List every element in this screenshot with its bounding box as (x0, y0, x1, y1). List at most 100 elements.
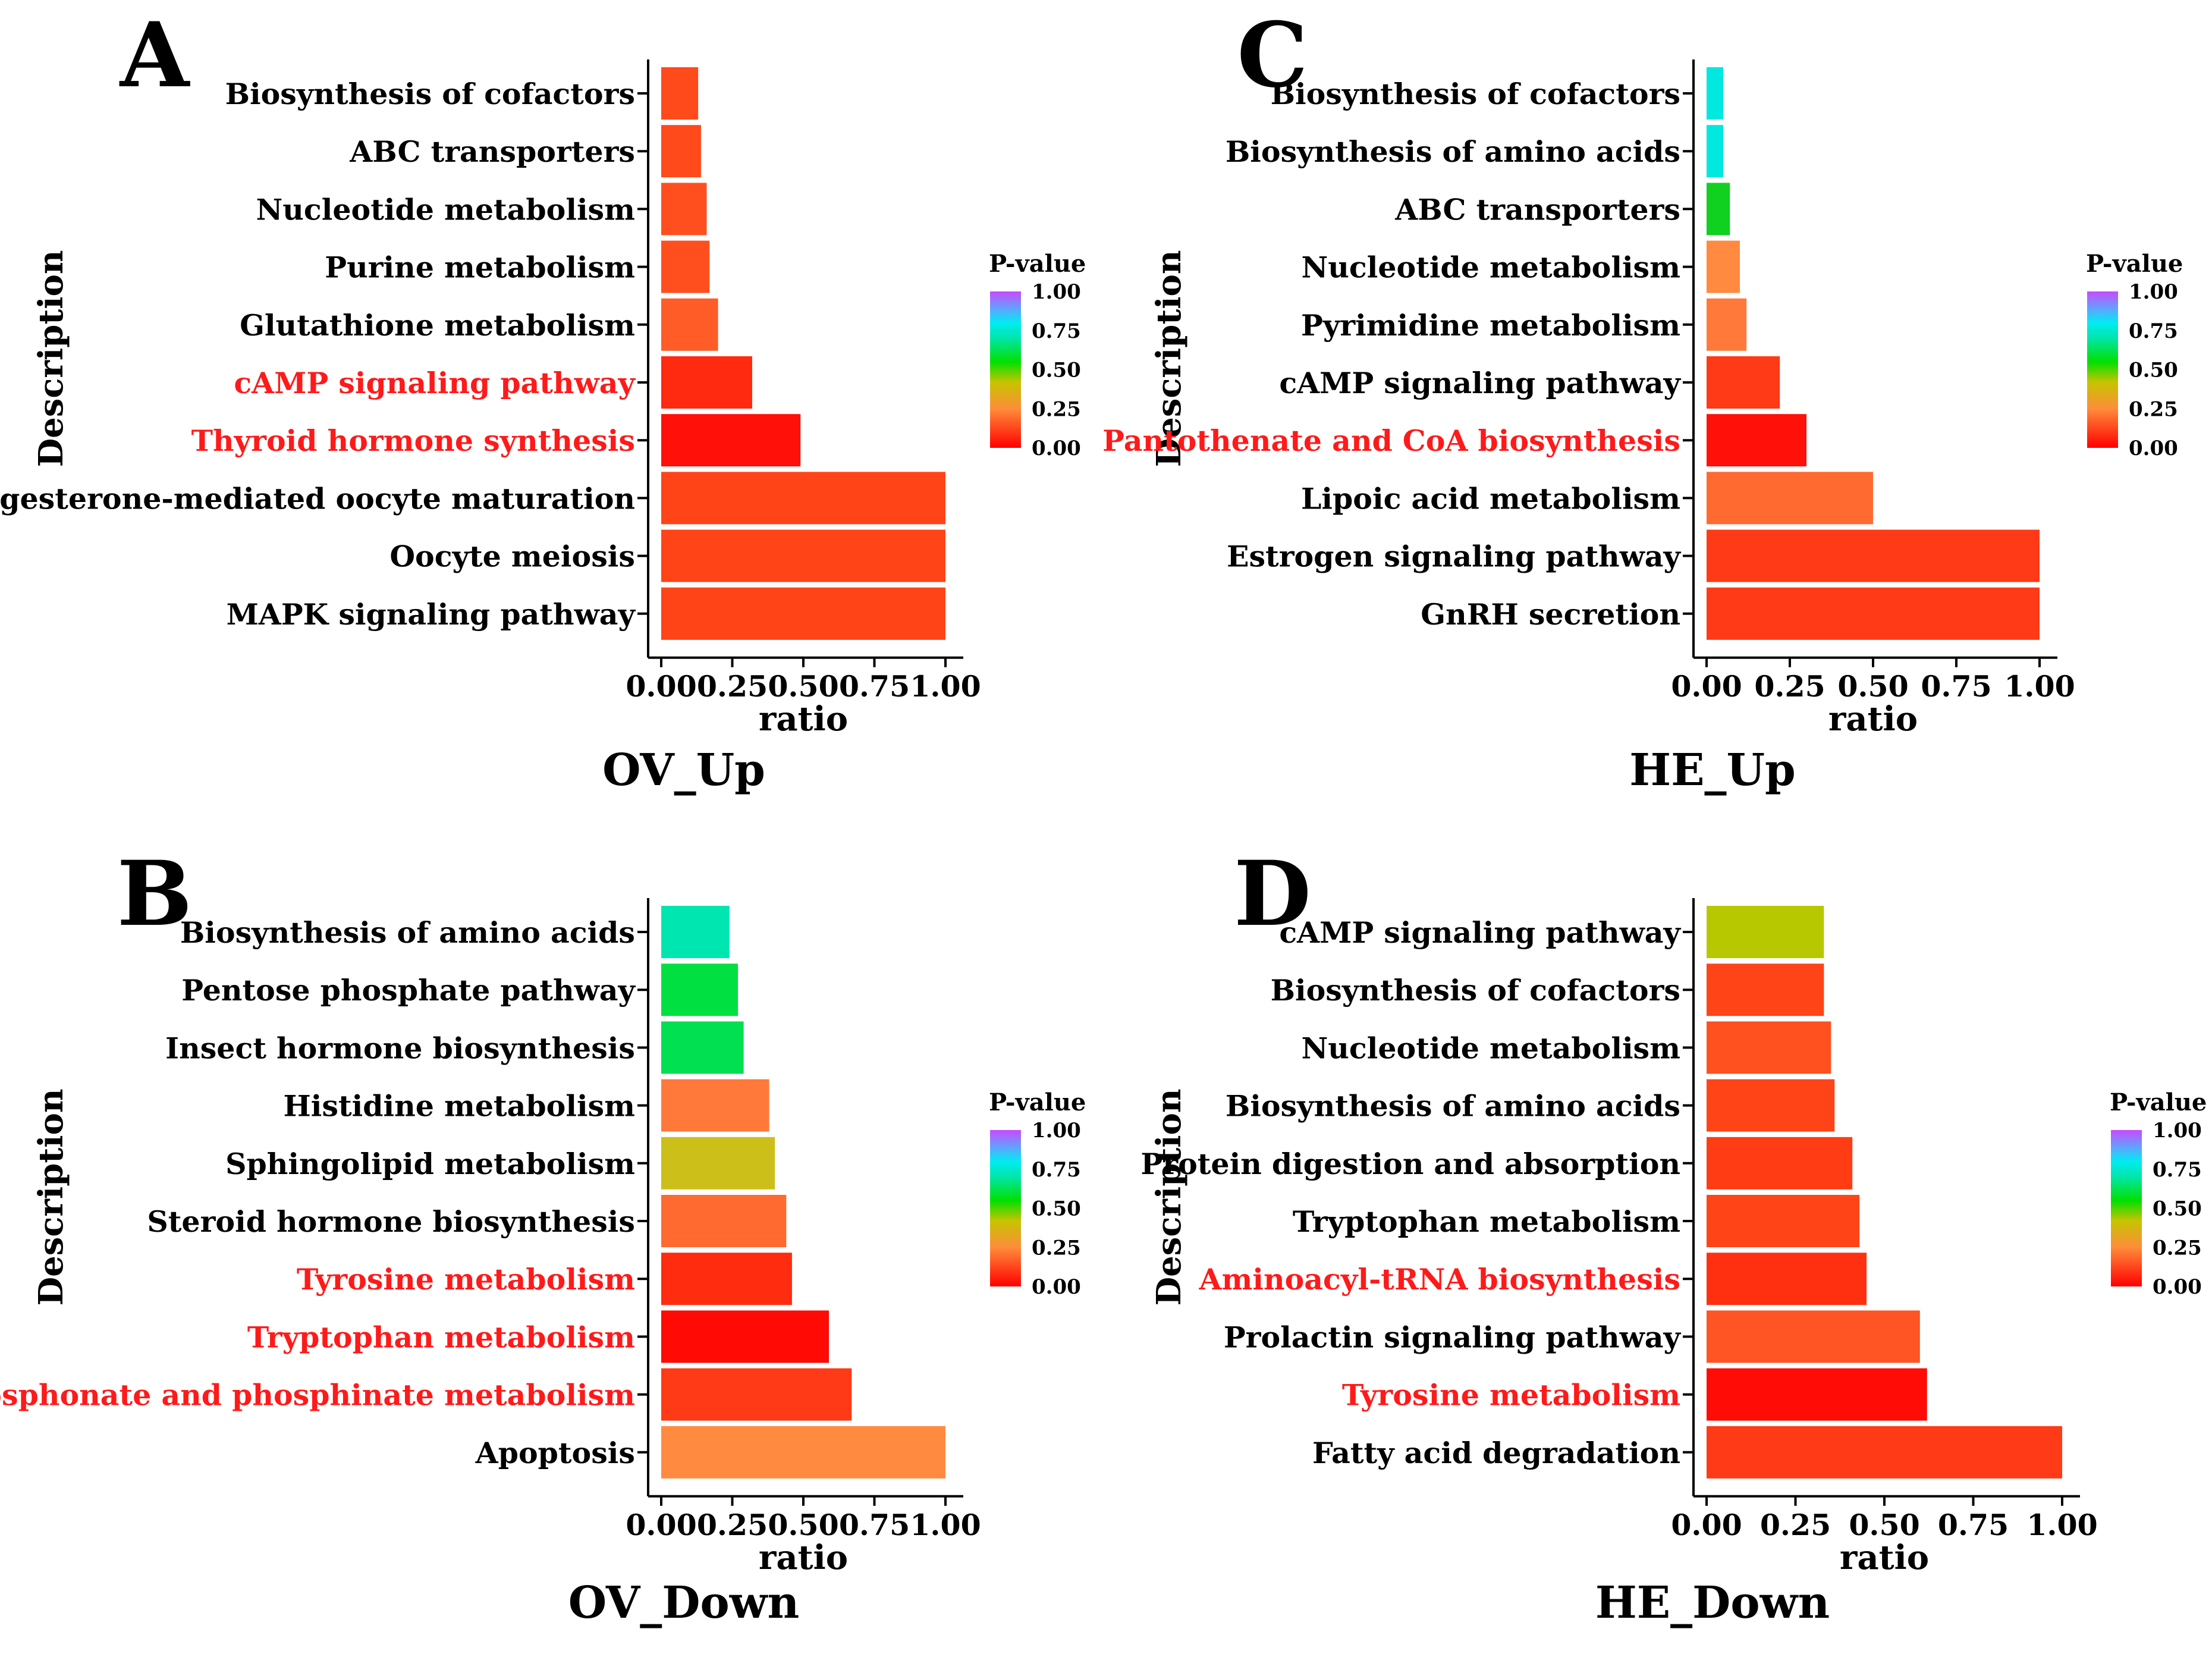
category-label: Tryptophan metabolism (1293, 1204, 1680, 1239)
x-tick-label: 0.75 (839, 1508, 910, 1542)
legend-title: P-value (2086, 250, 2183, 278)
category-label: Nucleotide metabolism (256, 192, 635, 227)
category-label: Phosphonate and phosphinate metabolism (0, 1378, 635, 1413)
bar (1707, 1253, 1867, 1305)
bar (1707, 356, 1780, 409)
bar (661, 67, 699, 120)
bar (1707, 125, 1723, 178)
bar (661, 1368, 852, 1421)
bar (1707, 414, 1806, 467)
category-label: Biosynthesis of cofactors (1271, 77, 1680, 111)
legend-tick-label: 0.75 (2129, 319, 2178, 343)
category-label: Nucleotide metabolism (1302, 250, 1680, 285)
legend-tick-label: 0.50 (1032, 1197, 1081, 1221)
bar (1707, 240, 1740, 293)
legend-tick-label: 0.00 (2129, 437, 2178, 460)
bar (661, 298, 718, 351)
category-label: ABC transporters (1394, 192, 1680, 227)
x-tick-label: 0.25 (697, 669, 768, 704)
legend-tick-label: 1.00 (1032, 280, 1081, 304)
y-axis-label: Description (32, 1088, 71, 1305)
bar (1707, 906, 1824, 958)
category-label: cAMP signaling pathway (234, 366, 636, 400)
bar (1707, 472, 1873, 525)
legend-title: P-value (989, 1088, 1086, 1116)
legend-tick-label: 1.00 (2153, 1119, 2202, 1143)
chart-title: HE_Down (1595, 1577, 1830, 1628)
legend-colorbar (2111, 1130, 2142, 1286)
x-axis-label: ratio (1840, 1538, 1929, 1577)
bar (661, 1079, 769, 1132)
bar (1707, 529, 2040, 582)
x-tick-label: 0.75 (839, 669, 910, 704)
legend-tick-label: 0.00 (1032, 1275, 1081, 1299)
bar (1707, 1195, 1860, 1247)
bar (661, 1137, 775, 1190)
category-label: cAMP signaling pathway (1279, 915, 1681, 950)
category-label: Histidine metabolism (284, 1089, 636, 1124)
panel-letter: C (1237, 3, 1308, 108)
category-label: Fatty acid degradation (1312, 1436, 1680, 1470)
bar (1707, 1310, 1920, 1363)
category-label: Purine metabolism (325, 250, 635, 285)
x-tick-label: 1.00 (910, 669, 981, 704)
bar (661, 906, 730, 958)
category-label: Biosynthesis of amino acids (1226, 1089, 1680, 1124)
category-label: Tyrosine metabolism (297, 1262, 635, 1297)
bar (1707, 1021, 1831, 1074)
panel-letter: B (117, 842, 193, 946)
x-tick-label: 0.50 (1849, 1508, 1919, 1542)
x-tick-label: 1.00 (2004, 669, 2075, 704)
chart-title: HE_Up (1629, 745, 1796, 796)
x-tick-label: 0.00 (626, 1508, 696, 1542)
category-label: Nucleotide metabolism (1302, 1031, 1680, 1065)
chart-panel-b: B Description Biosynthesis of amino acids P… (0, 842, 1086, 1628)
legend-tick-label: 0.00 (2153, 1275, 2202, 1299)
y-axis-label: Description (32, 250, 71, 467)
chart-panel-d: D Description cAMP signaling pathway Biosyn… (1140, 842, 2207, 1628)
category-label: Tryptophan metabolism (247, 1320, 635, 1354)
category-label: Thyroid hormone synthesis (191, 423, 635, 458)
category-label: Biosynthesis of cofactors (1271, 973, 1680, 1008)
legend-tick-label: 0.25 (1032, 397, 1081, 421)
bar (661, 587, 945, 640)
category-label: Estrogen signaling pathway (1227, 539, 1681, 574)
chart-panel-c: C Description Biosynthesis of cofactors Bio… (1102, 3, 2183, 796)
x-axis-label: ratio (759, 1538, 848, 1577)
legend-tick-label: 0.50 (2153, 1197, 2202, 1221)
category-label: Pyrimidine metabolism (1301, 308, 1680, 343)
bar (1707, 298, 1747, 351)
category-label: cAMP signaling pathway (1279, 366, 1681, 400)
x-tick-label: 1.00 (910, 1508, 981, 1542)
category-label: Pantothenate and CoA biosynthesis (1102, 423, 1680, 458)
category-label: Prolactin signaling pathway (1224, 1320, 1682, 1354)
x-tick-label: 0.00 (1671, 1508, 1742, 1542)
legend-tick-label: 0.75 (1032, 319, 1081, 343)
category-label: Apoptosis (475, 1436, 635, 1470)
legend-colorbar (990, 291, 1021, 448)
category-label: Biosynthesis of cofactors (225, 77, 635, 111)
x-tick-label: 0.50 (768, 669, 838, 704)
bar (661, 1195, 787, 1247)
x-tick-label: 0.75 (1921, 669, 1991, 704)
bar (661, 240, 710, 293)
bar (661, 414, 801, 467)
bar (1707, 1079, 1835, 1132)
bar (1707, 183, 1730, 236)
category-label: Protein digestion and absorption (1140, 1147, 1680, 1181)
bar (1707, 964, 1824, 1016)
legend-title: P-value (989, 250, 1086, 278)
category-label: Insect hormone biosynthesis (165, 1031, 635, 1065)
category-label: Glutathione metabolism (240, 308, 635, 343)
chart-panel-a: A Description Biosynthesis of cofactors ABC… (0, 3, 1086, 796)
x-tick-label: 0.25 (697, 1508, 768, 1542)
x-tick-label: 0.25 (1754, 669, 1825, 704)
x-tick-label: 1.00 (2026, 1508, 2097, 1542)
legend-title: P-value (2110, 1088, 2207, 1116)
chart-title: OV_Up (602, 745, 765, 796)
bar (1707, 1368, 1927, 1421)
bar (661, 1253, 792, 1305)
legend-tick-label: 0.75 (1032, 1158, 1081, 1182)
panel-letter: A (119, 3, 191, 108)
